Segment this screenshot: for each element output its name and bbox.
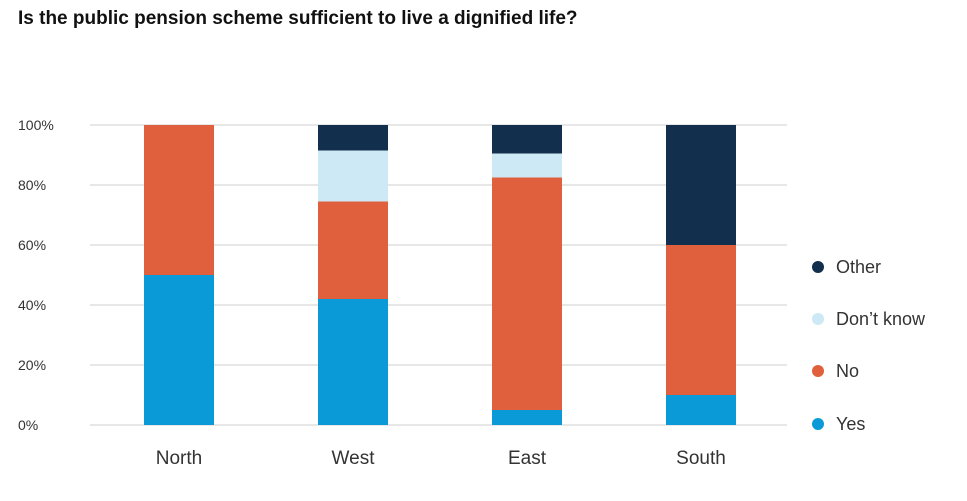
bar-segment [492,125,562,154]
bar-segment [144,125,214,275]
x-tick-label: East [508,448,547,469]
x-tick-label: North [156,448,202,469]
legend-label: Don’t know [836,309,926,329]
bars [144,125,736,425]
legend-swatch [812,261,824,273]
legend-item: No [812,361,859,381]
bar-segment [492,177,562,410]
bar-segment [492,153,562,178]
legend-item: Yes [812,414,865,434]
bar-segment [318,125,388,151]
y-tick-label: 0% [18,417,38,433]
x-tick-label: South [676,448,726,469]
y-tick-label: 20% [18,357,46,373]
bar-segment [666,125,736,245]
legend: Other Don’t know No Yes [812,257,926,434]
chart-title: Is the public pension scheme sufficient … [18,8,578,29]
legend-item: Other [812,257,881,277]
y-tick-label: 80% [18,177,46,193]
legend-swatch [812,418,824,430]
legend-label: Yes [836,414,865,434]
bar-segment [492,410,562,425]
x-axis-tick-labels: North West East South [156,448,726,469]
bar-segment [318,201,388,299]
x-tick-label: West [332,448,376,469]
bar-segment [318,299,388,425]
y-tick-label: 100% [18,117,54,133]
legend-swatch [812,365,824,377]
legend-item: Don’t know [812,309,926,329]
legend-label: Other [836,257,881,277]
y-axis-tick-labels: 0% 20% 40% 60% 80% 100% [18,117,54,433]
y-tick-label: 40% [18,297,46,313]
legend-swatch [812,313,824,325]
legend-label: No [836,361,859,381]
bar-segment [318,150,388,202]
bar-segment [144,275,214,425]
y-tick-label: 60% [18,237,46,253]
bar-segment [666,395,736,425]
bar-segment [666,245,736,395]
